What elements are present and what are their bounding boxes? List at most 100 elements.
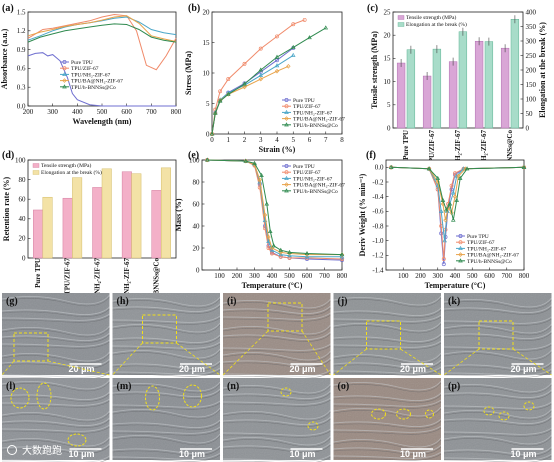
panel-e-legend-label: Pure TPU (293, 164, 315, 170)
panel-d-legend-label: Elongation at the break (%) (41, 169, 102, 176)
panel-c-y2tick-label: 200 (526, 66, 537, 74)
panel-b-data-point (209, 131, 215, 136)
sem-image-j-scale-label: 20 μm (400, 364, 426, 374)
sem-image-p-label: (p) (448, 381, 460, 392)
panel-c-y2tick-label: 300 (526, 37, 537, 45)
panel-a-chart: 200 300 400 500 600 700 800 0.0 0.3 0.6 0.9 1.2 1.5 W… (0, 8, 182, 126)
sem-image-m-grain (112, 378, 220, 460)
panel-a-plot-frame (27, 11, 177, 107)
panel-b-legend-label: TPU/ZIF-67 (293, 104, 321, 110)
sem-image-g-zoom-line (47, 360, 110, 376)
panel-a-legend-marker (62, 66, 67, 71)
panel-b-xtick-label: 0 (210, 136, 214, 144)
panel-f-ytick-label: -0.2 (372, 178, 384, 186)
panel-a-xtick-label: 400 (72, 108, 83, 116)
panel-b-ytick-label: 10 (203, 69, 211, 77)
panel-c-ytick-label: 5 (387, 101, 391, 109)
sem-image-m-defect-highlight (183, 384, 202, 408)
panel-f-data-point (456, 173, 461, 179)
panel-e-data-point (257, 179, 263, 184)
panel-b-chart: 0 1 2 3 4 5 6 7 8 0 5 10 15 20 Strain (%) Stress (MPa) P… (184, 8, 345, 154)
sem-image-o-grain (333, 378, 441, 460)
sem-image-p-defect-highlight (498, 411, 510, 421)
sem-image-j: (j) 20 μm (333, 293, 442, 376)
panel-f-data-point (445, 205, 451, 210)
sem-image-h: (h) 20 μm (112, 293, 221, 377)
panel-c-bar-tensile (448, 61, 458, 129)
panel-a-legend-marker (62, 84, 67, 89)
panel-b-data-point (258, 67, 264, 72)
panel-a-series-line (27, 52, 176, 107)
panel-f-data-point (426, 166, 432, 172)
sem-image-p: (p) 10 μm (443, 378, 552, 462)
panel-f-ytick-label: -1.4 (372, 266, 384, 274)
panel-a-xtick-label: 300 (47, 108, 58, 116)
panel-c-y2tick-label: 50 (526, 110, 534, 118)
panel-d-ytick-label: 0 (22, 254, 26, 262)
panel-d-bar-elongation (131, 173, 142, 259)
panel-e-data-point (243, 158, 249, 163)
panel-c-legend-swatch (397, 22, 405, 27)
panel-e-xtick-label: 700 (319, 272, 330, 280)
panel-b-data-point (217, 98, 223, 103)
sem-image-g: (g) 20 μm (1, 293, 110, 380)
panel-b-ytick-label: 20 (203, 8, 211, 16)
panel-f-legend-marker (458, 234, 463, 238)
panel-f-data-point (442, 238, 447, 243)
panel-f-xtick-label: 600 (484, 272, 495, 280)
sem-image-h-zoom-line (112, 342, 143, 376)
panel-e-xtick-label: 800 (337, 272, 348, 280)
panel-f-ytick-label: -0.4 (372, 193, 384, 201)
panel-f-data-point (464, 166, 470, 171)
panel-f-panel-label: (f) (366, 150, 376, 161)
panel-f-data-point (441, 257, 446, 261)
panel-b-xtick-label: 6 (308, 136, 312, 144)
panel-e-data-point (205, 157, 210, 163)
panel-c-bar-tensile (422, 75, 432, 129)
panel-a-legend-marker (62, 60, 67, 64)
panel-b-legend-marker (284, 98, 289, 102)
sem-image-g-scale-label: 20 μm (68, 364, 94, 374)
panel-b-legend-label: Pure TPU (293, 98, 315, 104)
panel-b-data-point (275, 34, 279, 39)
panel-b-data-point (290, 44, 296, 49)
sem-image-i-zoom-box (267, 302, 303, 332)
panel-e-legend-marker (284, 175, 289, 180)
panel-f-legend-label: TPU/BA@NH₂-ZIF-67 (467, 253, 519, 259)
sem-image-n-defect-highlight (280, 387, 292, 397)
sem-image-n-grain (223, 378, 331, 460)
panel-f-data-point (453, 171, 457, 176)
panel-a-series-line (27, 13, 177, 71)
panel-c-bar-elongation (432, 48, 442, 129)
panel-e-panel-label: (e) (188, 150, 199, 161)
panel-b-data-point (274, 68, 280, 74)
panel-e-ytick-label: 40 (193, 222, 201, 230)
sem-image-l: (l) 10 μm (1, 378, 110, 462)
panel-b-data-point (242, 84, 247, 90)
panel-e-data-point (269, 247, 275, 252)
panel-e-legend-label: TPU/BA@NH₂-ZIF-67 (293, 183, 345, 189)
sem-image-p-defect-highlight (483, 406, 495, 416)
panel-a-yaxis-label: Absorbance (a.u.) (0, 28, 9, 89)
panel-c-bar-tensile (396, 62, 406, 129)
panel-a-legend-label: Pure TPU (71, 60, 93, 66)
panel-e-ytick-label: 60 (193, 200, 201, 208)
panel-b-data-point (226, 77, 231, 82)
sem-image-j-zoom-line (333, 348, 367, 376)
panel-b-ytick-label: 0 (206, 130, 210, 138)
panel-f-xtick-label: 700 (502, 272, 513, 280)
panel-b-ytick-label: 5 (206, 100, 210, 108)
panel-a-legend-label: TPU/h-BNNSs@Co (71, 85, 116, 91)
panel-b-data-point (302, 17, 307, 22)
sem-image-p-grain (444, 378, 552, 460)
panel-c-ytick-label: 10 (384, 78, 392, 86)
panel-b-data-point (258, 72, 264, 77)
panel-e-data-point (278, 250, 283, 255)
panel-b-legend-label: TPU/BA@NH₂-ZIF-67 (293, 117, 345, 123)
panel-e-ytick-label: 80 (193, 178, 201, 186)
panel-b-legend-label: TPU/h-BNNSs@Co (293, 123, 338, 129)
panel-c-ytick-label: 20 (384, 32, 392, 40)
panel-d-category-label: TPU/BA@NH₂-ZIF-67 (123, 258, 131, 327)
panel-a-legend-label: TPU/NH₂-ZIF-67 (71, 72, 110, 78)
